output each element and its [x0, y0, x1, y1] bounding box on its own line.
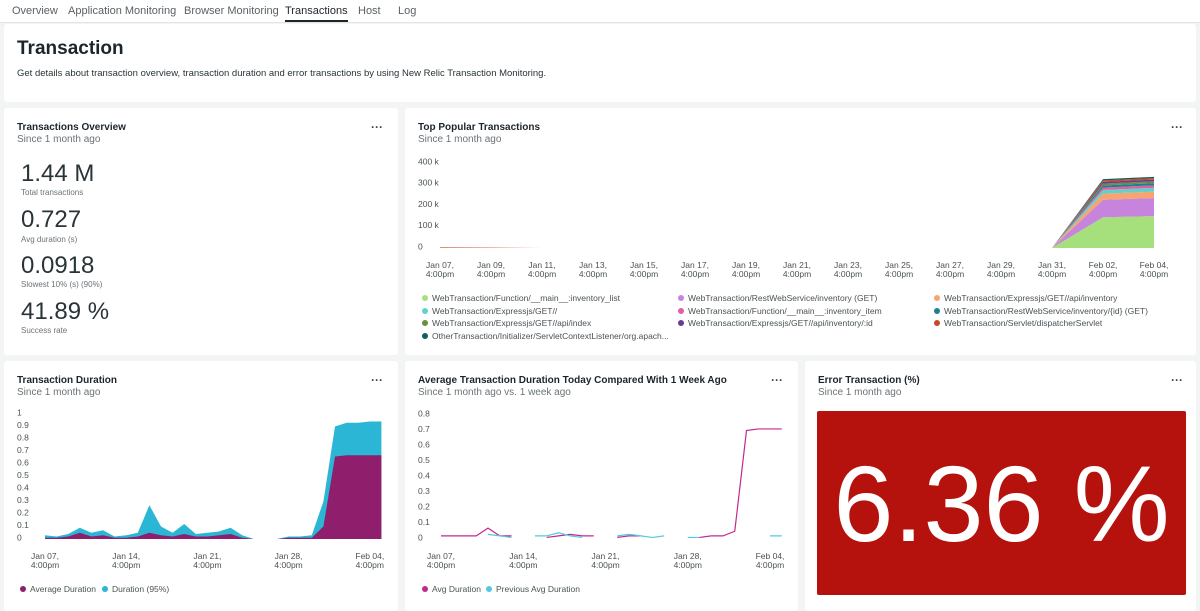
metric-value: 41.89 %: [21, 298, 109, 326]
metric-label: Success rate: [21, 326, 67, 335]
page-description: Get details about transaction overview, …: [17, 68, 546, 79]
card-menu[interactable]: ···: [1171, 373, 1183, 387]
tab[interactable]: Log: [398, 5, 416, 17]
card-subtitle: Since 1 month ago vs. 1 week ago: [418, 387, 571, 398]
tab[interactable]: Browser Monitoring: [184, 5, 279, 17]
metric-label: Total transactions: [21, 188, 83, 197]
header-card: Transaction Get details about transactio…: [4, 24, 1196, 102]
page-title: Transaction: [17, 38, 124, 60]
metric-label: Avg duration (s): [21, 235, 77, 244]
metric-label: Slowest 10% (s) (90%): [21, 280, 102, 289]
card-menu[interactable]: ···: [771, 373, 783, 387]
card-menu[interactable]: ···: [371, 120, 383, 134]
card-title: Top Popular Transactions: [418, 122, 540, 133]
card-title: Transaction Duration: [17, 375, 117, 386]
error-value: 6.36 %: [833, 441, 1169, 566]
tab-bar: Overview Application Monitoring Browser Mo…: [0, 0, 1200, 23]
tab[interactable]: Transactions: [285, 5, 348, 22]
error-card: Error Transaction (%) Since 1 month ago …: [805, 361, 1196, 611]
metric-value: 0.0918: [21, 252, 94, 280]
tab[interactable]: Host: [358, 5, 381, 17]
compare-card: Average Transaction Duration Today Compa…: [405, 361, 798, 611]
card-menu[interactable]: ···: [371, 373, 383, 387]
card-menu[interactable]: ···: [1171, 120, 1183, 134]
tab[interactable]: Application Monitoring: [68, 5, 176, 17]
card-title: Transactions Overview: [17, 122, 126, 133]
tab[interactable]: Overview: [12, 5, 58, 17]
duration-card: Transaction Duration Since 1 month ago ·…: [4, 361, 398, 611]
metric-value: 1.44 M: [21, 160, 94, 188]
card-subtitle: Since 1 month ago: [17, 134, 100, 145]
metric-value: 0.727: [21, 206, 81, 234]
card-subtitle: Since 1 month ago: [17, 387, 100, 398]
card-title: Average Transaction Duration Today Compa…: [418, 375, 727, 386]
card-subtitle: Since 1 month ago: [818, 387, 901, 398]
card-subtitle: Since 1 month ago: [418, 134, 501, 145]
overview-card: Transactions Overview Since 1 month ago …: [4, 108, 398, 355]
top-transactions-card: Top Popular Transactions Since 1 month a…: [405, 108, 1196, 355]
error-billboard: 6.36 %: [817, 411, 1186, 595]
card-title: Error Transaction (%): [818, 375, 920, 386]
